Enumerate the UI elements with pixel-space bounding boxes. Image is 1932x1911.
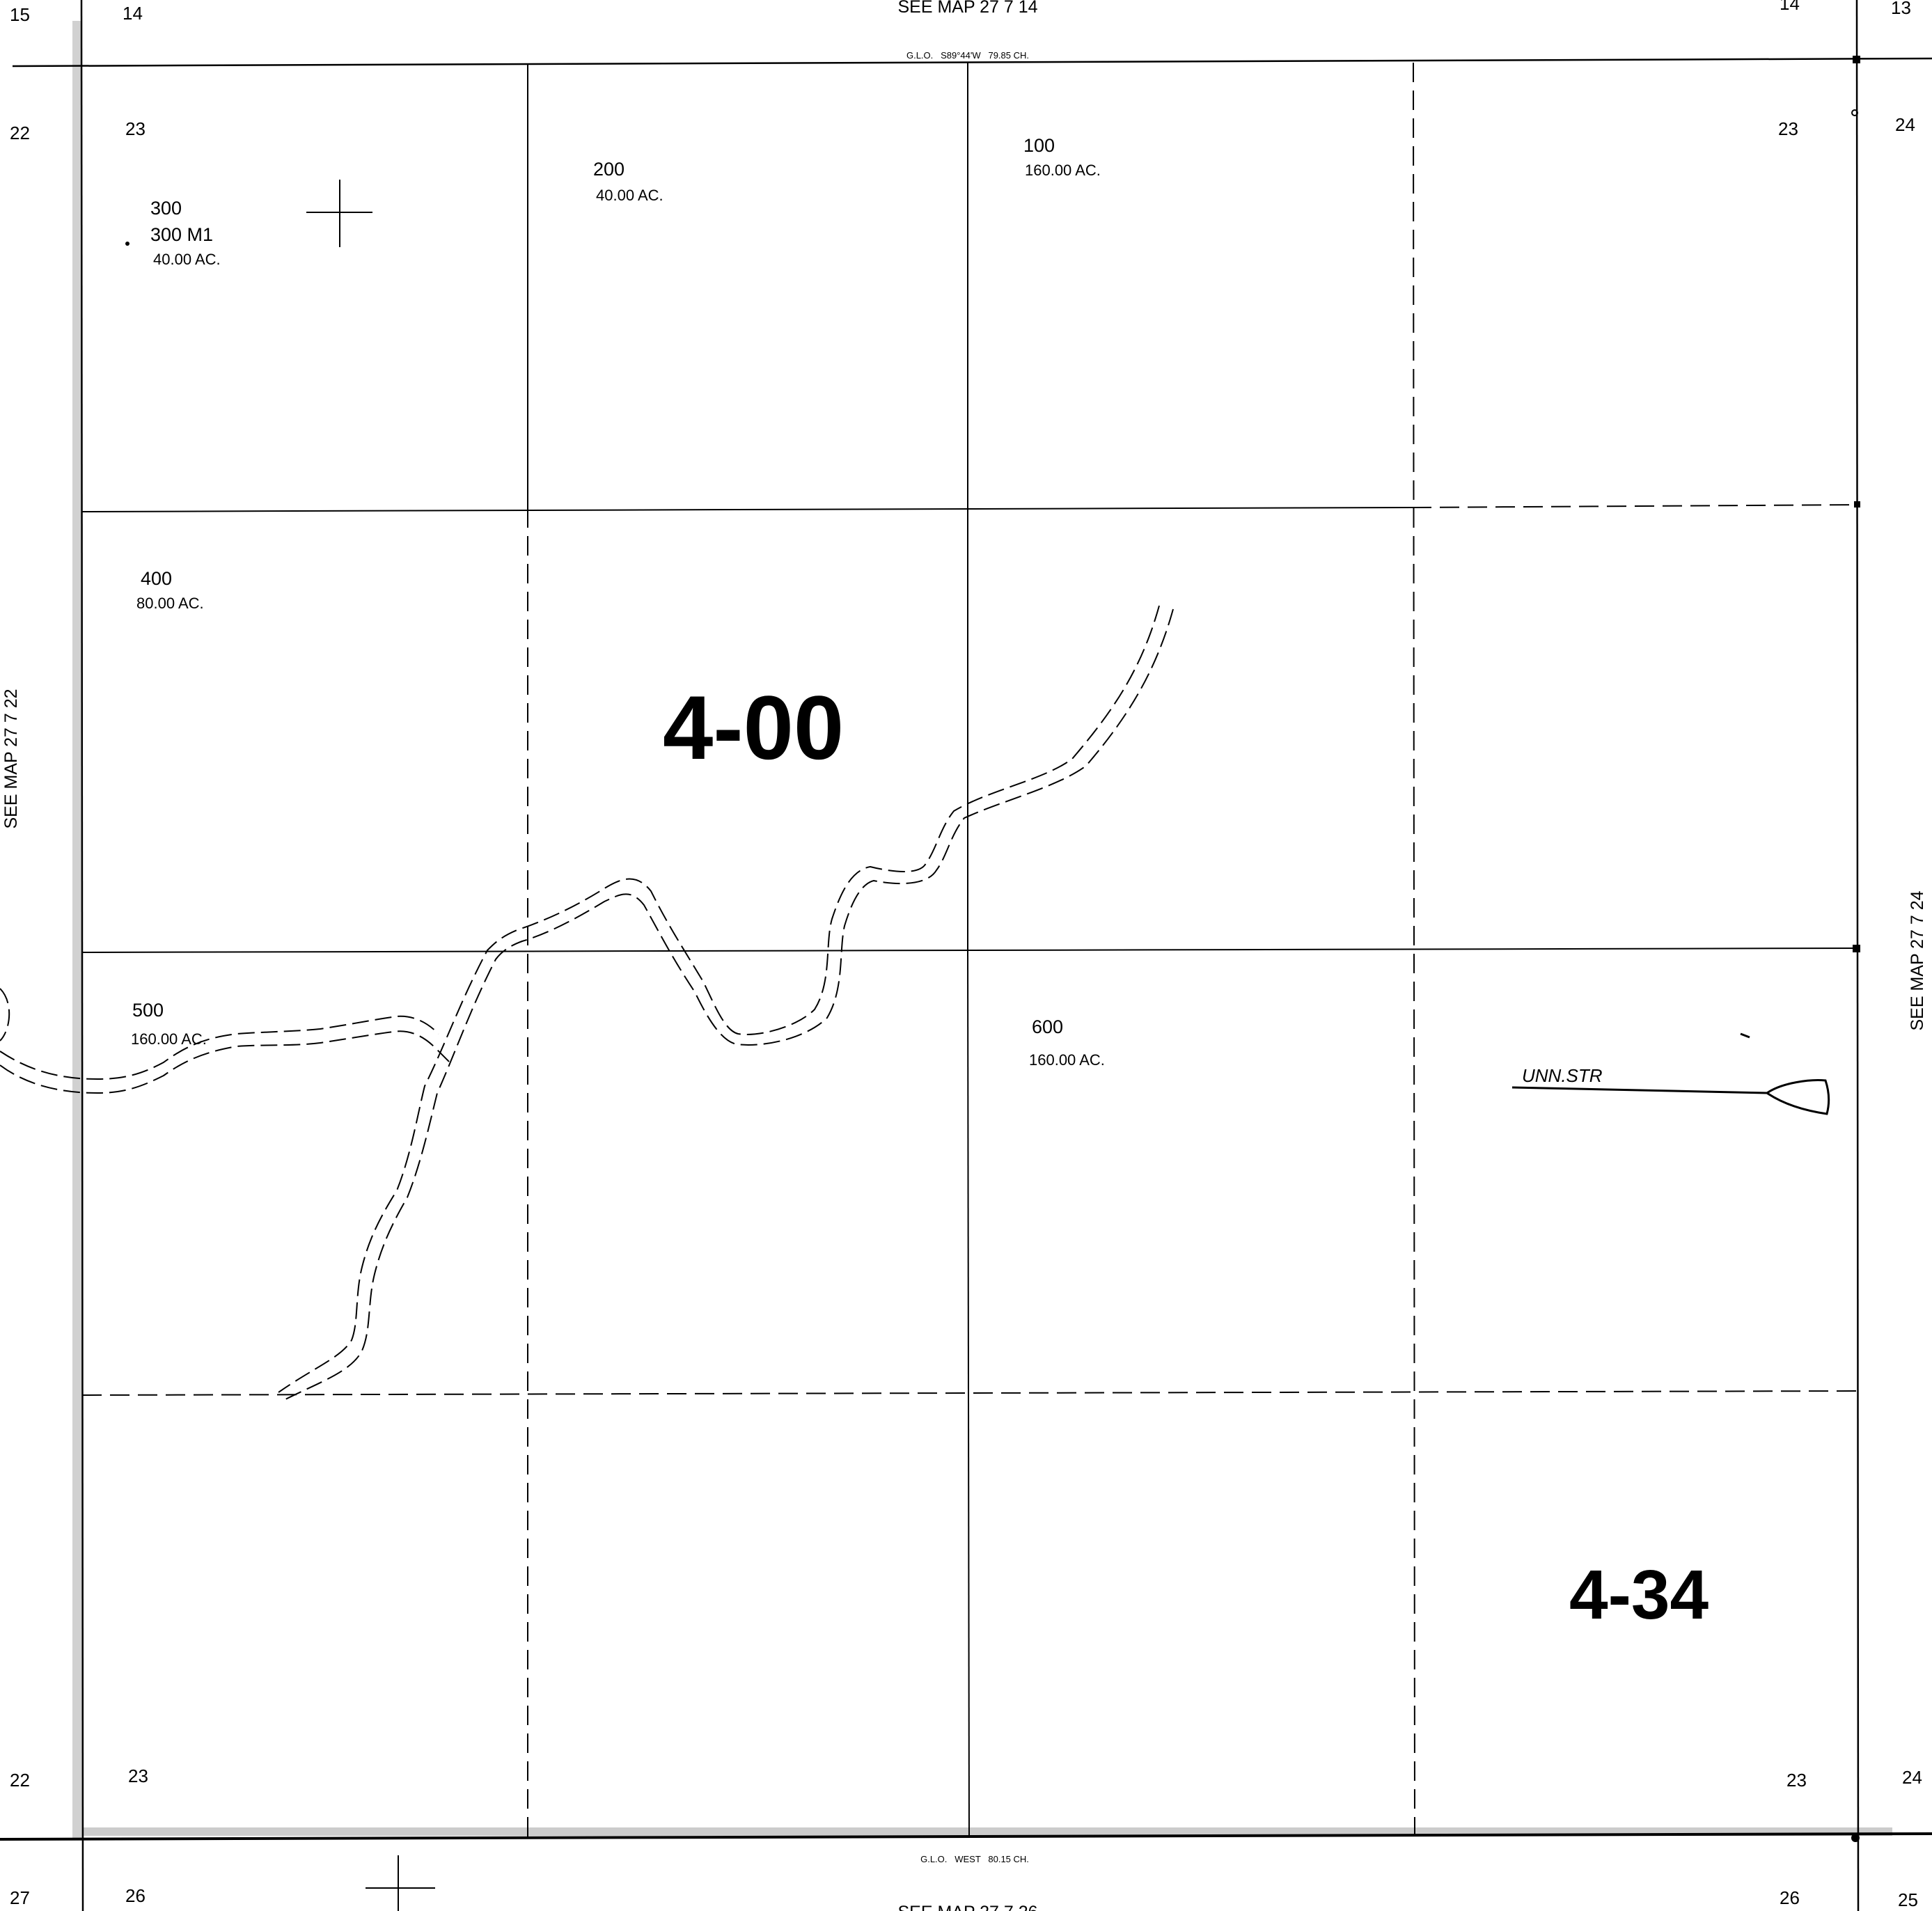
parcel-acres: 40.00 AC. bbox=[596, 187, 663, 204]
creek-channel bbox=[0, 605, 1174, 1400]
area-code-secondary: 4-34 bbox=[1569, 1556, 1709, 1634]
parcel-600[interactable]: 600 160.00 AC. bbox=[1029, 1016, 1105, 1069]
parcel-number: 200 bbox=[593, 159, 625, 180]
section-number: 24 bbox=[1902, 1767, 1922, 1788]
parcel-lines-solid bbox=[81, 63, 1858, 1839]
glo-north-bearing: G.L.O. S89°44'W 79.85 CH. bbox=[906, 50, 1029, 61]
parcel-acres: 80.00 AC. bbox=[136, 595, 204, 612]
survey-cross-marks bbox=[306, 180, 435, 1911]
section-number: 13 bbox=[1891, 0, 1911, 18]
see-map-right: SEE MAP 27 7 24 bbox=[1908, 890, 1927, 1030]
section-number: 23 bbox=[1786, 1770, 1807, 1791]
section-number: 27 bbox=[10, 1887, 30, 1908]
section-number: 14 bbox=[123, 3, 143, 24]
parcel-400[interactable]: 400 80.00 AC. bbox=[136, 568, 204, 612]
section-number: 14 bbox=[1780, 0, 1800, 14]
parcel-number: 400 bbox=[141, 568, 172, 589]
section-numbers: 15 14 14 13 22 23 23 24 22 23 23 24 27 2… bbox=[10, 0, 1922, 1910]
parcel-100[interactable]: 100 160.00 AC. bbox=[1023, 135, 1101, 179]
parcel-number: 500 bbox=[132, 1000, 164, 1021]
see-map-bottom: SEE MAP 27 7 26 bbox=[897, 1903, 1037, 1911]
section-number: 24 bbox=[1895, 114, 1915, 135]
section-number: 25 bbox=[1898, 1889, 1918, 1910]
parcel-acres: 160.00 AC. bbox=[1029, 1051, 1105, 1069]
parcel-acres: 40.00 AC. bbox=[153, 251, 221, 268]
corner-markers bbox=[1851, 56, 1860, 1842]
parcel-number: 300 bbox=[150, 198, 182, 219]
section-number: 23 bbox=[128, 1765, 148, 1786]
parcel-500[interactable]: 500 160.00 AC. bbox=[131, 1000, 207, 1048]
section-number: 15 bbox=[10, 4, 30, 25]
section-number: 26 bbox=[125, 1885, 146, 1906]
parcel-acres: 160.00 AC. bbox=[1025, 162, 1101, 179]
parcel-sub-number: 300 M1 bbox=[150, 224, 213, 245]
section-number: 22 bbox=[10, 1770, 30, 1791]
see-map-top: SEE MAP 27 7 14 bbox=[897, 0, 1037, 17]
glo-south-bearing: G.L.O. WEST 80.15 CH. bbox=[920, 1854, 1029, 1864]
section-number: 23 bbox=[125, 118, 146, 139]
section-number: 22 bbox=[10, 123, 30, 143]
area-code-main: 4-00 bbox=[663, 677, 844, 778]
point-marker bbox=[125, 242, 129, 246]
parcel-lines-dashed bbox=[81, 62, 1858, 1839]
section-number: 26 bbox=[1780, 1887, 1800, 1908]
parcel-300[interactable]: 300 300 M1 40.00 AC. bbox=[125, 198, 221, 268]
street-label: UNN.STR bbox=[1522, 1065, 1603, 1086]
parcel-200[interactable]: 200 40.00 AC. bbox=[593, 159, 663, 204]
parcel-number: 100 bbox=[1023, 135, 1055, 156]
street-stub bbox=[1511, 1032, 1830, 1115]
see-map-left: SEE MAP 27 7 22 bbox=[1, 689, 21, 828]
parcel-acres: 160.00 AC. bbox=[131, 1030, 207, 1048]
parcel-number: 600 bbox=[1032, 1016, 1063, 1037]
section-number: 23 bbox=[1778, 118, 1798, 139]
